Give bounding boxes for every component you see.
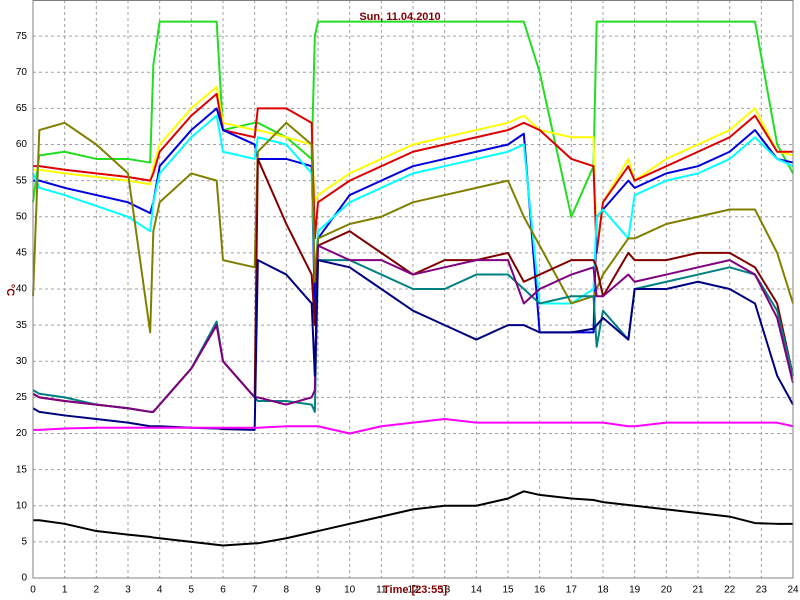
x-tick-label: 4 — [157, 585, 163, 596]
y-tick-label: 75 — [16, 31, 28, 42]
y-tick-label: 20 — [16, 428, 28, 439]
x-tick-label: 13 — [439, 585, 451, 596]
y-tick-label: 55 — [16, 175, 28, 186]
series-line — [32, 244, 794, 413]
x-tick-label: 14 — [471, 585, 483, 596]
x-tick-label: 5 — [189, 585, 195, 596]
x-tick-label: 22 — [724, 585, 736, 596]
y-tick-label: 30 — [16, 356, 28, 367]
x-tick-label: 3 — [125, 585, 131, 596]
series-line — [32, 259, 794, 431]
x-tick-label: 12 — [407, 585, 419, 596]
y-axis-label: °C — [4, 284, 16, 296]
x-tick-label: 20 — [661, 585, 673, 596]
y-tick-label: 5 — [21, 537, 27, 548]
lines — [32, 20, 794, 547]
x-tick-label: 18 — [597, 585, 609, 596]
y-tick-label: 70 — [16, 67, 28, 78]
x-tick-label: 6 — [220, 585, 226, 596]
series-line — [33, 92, 793, 254]
x-tick-label: 10 — [344, 585, 356, 596]
x-tick-label: 0 — [30, 585, 36, 596]
series-line — [33, 418, 794, 435]
x-tick-label: 9 — [315, 585, 321, 596]
series-line — [32, 20, 794, 218]
series-line — [32, 114, 794, 305]
series-line — [32, 121, 794, 334]
y-tick-label: 25 — [16, 392, 28, 403]
x-tick-label: 7 — [252, 585, 258, 596]
x-tick-label: 15 — [502, 585, 514, 596]
x-axis-label: Time [23:55] — [383, 584, 447, 596]
y-tick-label: 60 — [16, 139, 28, 150]
plot-border — [32, 0, 794, 579]
x-tick-label: 24 — [787, 585, 799, 596]
y-tick-label: 45 — [16, 248, 28, 259]
x-tick-label: 1 — [62, 585, 68, 596]
x-tick-label: 19 — [629, 585, 641, 596]
chart-title: Sun, 11.04.2010 — [359, 11, 440, 23]
y-tick-label: 0 — [21, 573, 27, 584]
y-tick-label: 65 — [16, 103, 28, 114]
x-tick-label: 8 — [284, 585, 290, 596]
y-tick-label: 50 — [16, 211, 28, 222]
x-tick-label: 2 — [94, 585, 100, 596]
x-tick-label: 23 — [756, 585, 768, 596]
y-tick-label: 15 — [16, 464, 28, 475]
y-tick-label: 35 — [16, 320, 28, 331]
x-tick-label: 21 — [692, 585, 704, 596]
x-tick-label: 17 — [566, 585, 578, 596]
x-tick-label: 11 — [376, 585, 387, 596]
y-tick-label: 40 — [16, 284, 28, 295]
series-line — [33, 490, 793, 547]
y-tick-label: 10 — [16, 500, 28, 511]
x-tick-label: 16 — [534, 585, 546, 596]
